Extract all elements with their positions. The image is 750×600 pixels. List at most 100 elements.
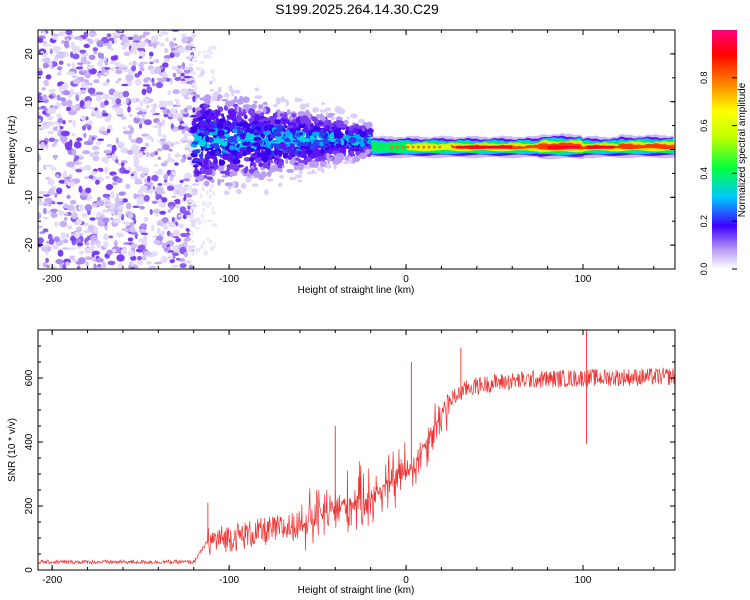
transition-blob (274, 136, 282, 140)
transition-blob (363, 137, 368, 145)
transition-blob (229, 145, 235, 151)
noise-blob (58, 85, 63, 92)
transition-blob (203, 175, 207, 178)
transition-blob (348, 136, 357, 144)
noise-blob (190, 221, 196, 228)
transition-blob (209, 150, 216, 156)
noise-blob (161, 218, 168, 222)
noise-blob (55, 174, 60, 179)
noise-blob (47, 116, 54, 120)
noise-blob (96, 40, 105, 48)
noise-fringe-blob (193, 86, 198, 90)
noise-blob (128, 250, 135, 257)
noise-blob (143, 119, 152, 126)
noise-blob (138, 56, 143, 59)
noise-blob (53, 236, 60, 243)
noise-blob (149, 51, 154, 57)
spectrogram-ytick-label: 10 (24, 96, 35, 108)
noise-blob (131, 261, 135, 267)
noise-blob (153, 43, 157, 49)
transition-blob (269, 134, 276, 139)
snr-xtick-label: 100 (575, 575, 592, 586)
noise-blob (158, 80, 166, 83)
noise-blob (83, 31, 89, 38)
transition-blob (199, 166, 206, 174)
noise-blob (188, 264, 194, 269)
noise-blob (93, 109, 101, 116)
transition-blob (254, 95, 263, 99)
snr-series-line (38, 367, 675, 565)
noise-blob (112, 248, 117, 253)
noise-blob (159, 138, 167, 142)
transition-blob (274, 111, 278, 119)
transition-blob (333, 130, 339, 138)
noise-blob (61, 83, 67, 89)
transition-blob (350, 150, 354, 156)
transition-blob (302, 106, 306, 110)
noise-blob (50, 167, 57, 171)
noise-blob (180, 88, 188, 96)
noise-fringe-blob (209, 56, 213, 60)
noise-blob (108, 37, 115, 42)
noise-blob (170, 107, 176, 114)
noise-blob (77, 38, 84, 41)
transition-blob (264, 138, 270, 144)
noise-blob (170, 195, 177, 198)
transition-blob (224, 190, 230, 196)
noise-blob (57, 72, 62, 76)
transition-blob (205, 158, 209, 161)
transition-blob (319, 141, 324, 147)
transition-blob (230, 150, 236, 156)
noise-blob (152, 41, 160, 46)
transition-blob (194, 107, 202, 111)
noise-blob (110, 191, 115, 199)
noise-blob (85, 241, 90, 246)
noise-blob (108, 235, 114, 239)
noise-blob (93, 51, 98, 55)
transition-blob (219, 94, 223, 99)
transition-blob (221, 98, 229, 102)
transition-blob (294, 127, 301, 131)
transition-blob (262, 162, 267, 166)
noise-blob (38, 196, 42, 202)
noise-blob (185, 105, 193, 111)
transition-blob (289, 128, 296, 133)
noise-blob (62, 90, 71, 96)
transition-blob (245, 135, 253, 140)
noise-blob (167, 255, 174, 260)
noise-blob (111, 67, 115, 72)
noise-blob (83, 141, 90, 145)
noise-blob (83, 43, 90, 49)
noise-blob (185, 228, 190, 232)
transition-blob (315, 121, 319, 125)
noise-blob (162, 62, 169, 68)
transition-blob (221, 175, 228, 178)
noise-blob (68, 247, 77, 250)
noise-fringe-blob (193, 59, 198, 63)
noise-blob (136, 111, 144, 115)
transition-blob (217, 122, 224, 129)
transition-blob (317, 166, 324, 171)
signal-dot (422, 145, 426, 149)
noise-blob (78, 257, 86, 265)
noise-blob (55, 258, 64, 265)
transition-blob (292, 139, 301, 143)
transition-blob (274, 159, 278, 165)
noise-blob (170, 205, 174, 210)
transition-blob (284, 149, 290, 153)
noise-blob (65, 261, 70, 266)
noise-blob (77, 266, 81, 269)
noise-blob (53, 154, 57, 161)
noise-blob (144, 251, 152, 256)
noise-blob (157, 168, 163, 176)
transition-blob (285, 99, 289, 107)
transition-blob (209, 165, 215, 169)
noise-blob (78, 204, 84, 212)
noise-fringe-blob (212, 191, 216, 196)
noise-blob (138, 152, 144, 158)
transition-blob (349, 129, 353, 136)
noise-blob (153, 261, 162, 265)
noise-blob (98, 168, 104, 172)
noise-blob (127, 82, 133, 85)
noise-blob (115, 66, 119, 70)
